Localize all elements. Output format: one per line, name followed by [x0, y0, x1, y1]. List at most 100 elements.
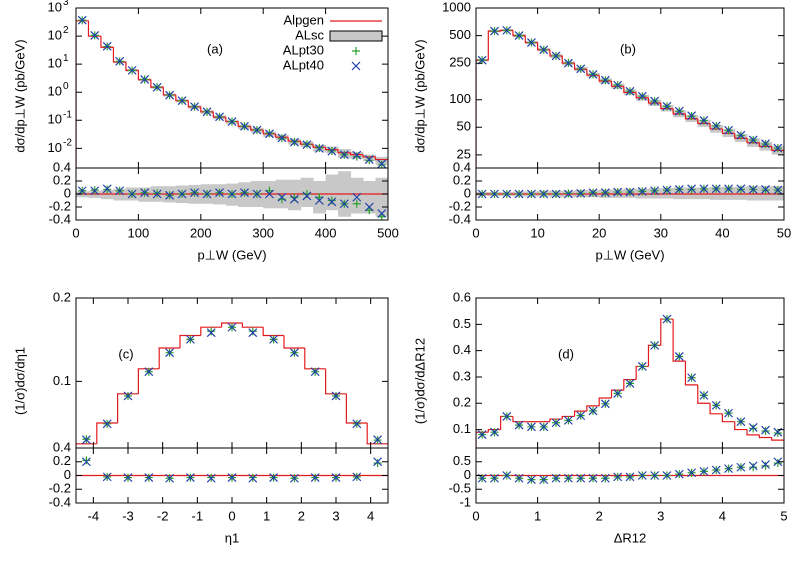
ratio-point: [539, 475, 549, 485]
y-tick-label: 100: [48, 81, 69, 99]
ratio-y-tick-label: -0.5: [449, 481, 471, 496]
ratio-point: [650, 471, 660, 480]
ratio-point: [227, 189, 237, 199]
ratio-point: [761, 461, 770, 470]
histogram-step: [158, 347, 180, 369]
x-tick-label: 400: [315, 225, 337, 240]
x-axis-label: p⊥W (GeV): [197, 247, 266, 262]
plot-frame: [75, 297, 389, 449]
point: [625, 86, 635, 96]
x-tick-label: 0: [228, 508, 235, 523]
y-tick-label: 103: [48, 0, 69, 14]
ratio-band: [325, 174, 339, 211]
x-tick-label: 2: [596, 508, 603, 523]
ratio-y-tick-label: 0.2: [53, 172, 71, 187]
x-axis-label: p⊥W (GeV): [595, 247, 664, 262]
ratio-point: [527, 189, 536, 199]
x-tick-label: 0: [472, 508, 479, 523]
histogram-step: [709, 123, 723, 130]
x-tick-label: 1: [263, 508, 270, 523]
x-tick-label: 1: [534, 508, 541, 523]
histogram-step: [262, 327, 284, 337]
point: [269, 334, 279, 344]
point: [115, 56, 125, 66]
ratio-point: [206, 473, 216, 483]
ratio-point: [252, 189, 262, 199]
point: [637, 361, 647, 371]
point: [711, 400, 721, 410]
histogram-step: [586, 405, 600, 412]
ratio-point: [81, 457, 91, 467]
ratio-point: [373, 459, 382, 468]
point: [711, 121, 721, 131]
ratio-point: [289, 194, 299, 204]
ratio-point: [749, 463, 758, 472]
histogram-step: [283, 335, 305, 349]
ratio-point: [190, 188, 199, 198]
point: [613, 388, 623, 398]
ratio-point: [327, 197, 337, 207]
ratio-point: [327, 196, 336, 205]
y-tick-exponent: 2: [63, 25, 69, 36]
histogram-step: [476, 59, 489, 168]
x-tick-label: 200: [190, 225, 212, 240]
ratio-point: [773, 457, 783, 467]
histogram-step: [598, 75, 612, 82]
legend-marker: [351, 61, 361, 71]
ratio-point: [90, 186, 100, 196]
histogram-step: [746, 429, 760, 436]
x-tick-label: 500: [377, 225, 399, 240]
ratio-y-tick-label: -0.2: [49, 198, 71, 213]
point: [502, 411, 512, 421]
point: [650, 96, 660, 106]
y-tick-label: 101: [48, 53, 69, 71]
ratio-point: [352, 199, 361, 208]
ratio-point: [310, 473, 320, 482]
ratio-point: [127, 189, 137, 199]
y-tick-label: 0.1: [453, 421, 471, 436]
ratio-point: [600, 473, 610, 483]
ratio-y-tick-label: -0.4: [49, 494, 71, 509]
ratio-point: [277, 192, 287, 202]
ratio-point: [613, 472, 623, 482]
ratio-y-tick-label: -0.2: [49, 481, 71, 496]
y-axis-label: (1/σ)dσ/dΔR12: [412, 338, 427, 424]
ratio-point: [674, 469, 684, 479]
point: [514, 31, 524, 41]
main-plot: [476, 25, 784, 168]
main-plot: [476, 314, 784, 448]
x-axis-label: η1: [225, 530, 239, 545]
histogram-step: [287, 137, 301, 142]
ratio-point: [289, 473, 299, 483]
ratio-point: [352, 192, 362, 202]
x-tick-label: 40: [715, 225, 729, 240]
y-tick-exponent: -2: [63, 137, 72, 148]
point: [588, 69, 598, 79]
ratio-band: [350, 177, 364, 214]
point: [662, 314, 672, 324]
histogram-step: [697, 118, 711, 125]
ratio-point: [773, 185, 783, 195]
point: [102, 41, 112, 51]
point: [165, 348, 175, 358]
ratio-y-tick-label: 0.4: [53, 159, 71, 174]
ratio-point: [539, 189, 549, 199]
point: [699, 116, 709, 125]
ratio-point: [314, 196, 324, 205]
point: [90, 31, 100, 40]
histogram-step: [684, 113, 698, 120]
point: [502, 25, 512, 35]
legend-marker: [352, 47, 360, 55]
panel-label: (c): [118, 346, 133, 361]
point: [314, 144, 324, 153]
point: [364, 155, 374, 164]
ratio-plot: [76, 456, 388, 483]
ratio-point: [377, 209, 387, 218]
y-axis-label: dσ/dp⊥W (pb/GeV): [12, 39, 27, 152]
point: [339, 150, 349, 160]
ratio-point: [724, 464, 733, 474]
ratio-point: [77, 186, 87, 196]
point: [352, 419, 362, 429]
x-tick-label: 4: [367, 508, 374, 523]
panel-label: (a): [207, 41, 223, 56]
